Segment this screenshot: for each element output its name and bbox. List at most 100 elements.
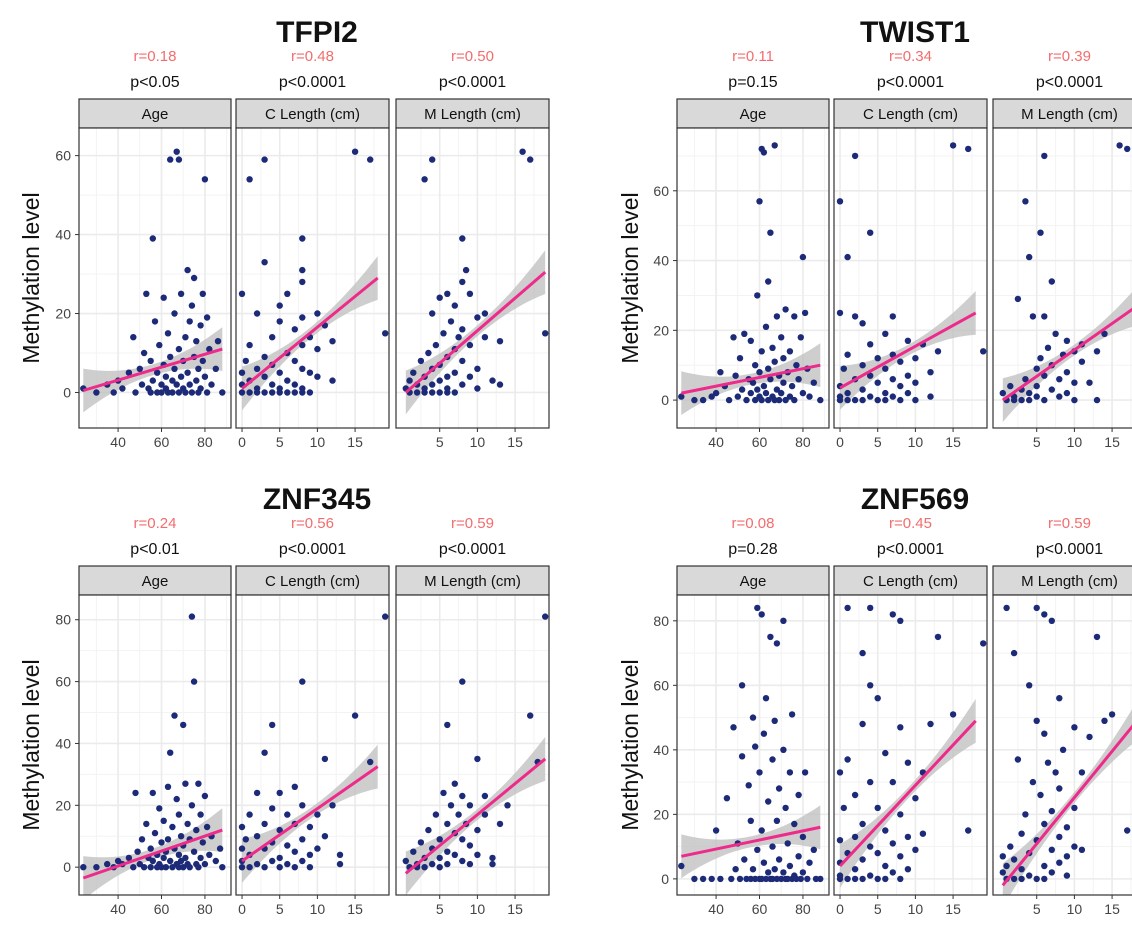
data-point	[760, 859, 768, 866]
data-point	[110, 389, 117, 396]
data-point	[177, 373, 185, 380]
facet-c-length: r=0.48 p<0.0001 C Length (cm) 0 5 10 15	[235, 48, 390, 450]
data-point	[143, 290, 150, 297]
data-point	[934, 348, 942, 355]
x-tick-label: 15	[1104, 901, 1120, 917]
data-point	[149, 235, 156, 242]
data-point	[844, 756, 851, 763]
data-point	[897, 617, 904, 624]
data-point	[1018, 396, 1025, 404]
data-point	[738, 753, 746, 760]
data-point	[734, 393, 741, 400]
data-point	[429, 381, 436, 388]
data-point	[246, 176, 253, 183]
data-point	[1056, 393, 1063, 400]
data-point	[784, 875, 791, 883]
data-point	[474, 826, 481, 834]
data-point	[284, 389, 291, 396]
data-point	[436, 854, 443, 862]
y-tick-label: 60	[653, 183, 669, 199]
data-point	[429, 389, 436, 396]
data-point	[1063, 872, 1071, 879]
x-tick-label: 5	[1033, 434, 1041, 450]
data-point	[786, 393, 794, 400]
data-point	[351, 148, 359, 155]
data-point	[459, 792, 466, 800]
data-point	[276, 369, 283, 376]
data-point	[417, 839, 425, 846]
data-point	[741, 330, 748, 337]
data-point	[171, 712, 178, 719]
data-point	[780, 379, 787, 386]
data-point	[678, 862, 685, 870]
data-point	[712, 827, 720, 834]
data-point	[321, 833, 329, 840]
data-point	[836, 837, 844, 844]
x-tick-label: 60	[752, 901, 768, 917]
x-tick-label: 40	[110, 434, 126, 450]
data-point	[406, 377, 413, 384]
y-tick-label: 80	[653, 613, 669, 629]
data-point	[1041, 730, 1048, 737]
data-point	[429, 156, 436, 163]
y-axis-title: Methylation level	[18, 192, 44, 363]
data-point	[367, 156, 374, 163]
data-point	[1086, 379, 1093, 386]
data-point	[466, 842, 474, 849]
data-point	[160, 854, 167, 862]
data-point	[432, 811, 440, 818]
data-point	[410, 848, 417, 855]
facet-age: r=0.11 p=0.15 Age 40 60 80 0 20 40 60	[653, 48, 830, 450]
data-point	[261, 259, 268, 266]
data-point	[882, 365, 889, 372]
facet-m-length: r=0.59 p<0.0001 M Length (cm) 5 10 15	[395, 515, 550, 917]
data-point	[164, 330, 172, 337]
panel-border	[78, 127, 232, 429]
data-point	[1010, 396, 1018, 404]
data-point	[1063, 389, 1071, 397]
data-point	[738, 682, 746, 689]
x-tick-label: 80	[197, 901, 213, 917]
y-tick-label: 20	[653, 806, 669, 822]
data-point	[799, 253, 807, 261]
facet-strip-label: Age	[142, 573, 169, 590]
data-point	[882, 875, 889, 883]
correlation-r-label: r=0.59	[1048, 515, 1091, 532]
data-point	[284, 377, 291, 384]
facet-strip	[833, 565, 988, 596]
data-point	[1010, 649, 1018, 657]
data-point	[284, 290, 291, 297]
data-point	[752, 743, 759, 750]
data-point	[859, 396, 866, 404]
data-point	[291, 389, 298, 396]
data-point	[1052, 769, 1059, 776]
y-axis-title: Methylation level	[617, 192, 643, 363]
data-point	[367, 758, 374, 766]
data-point	[1014, 295, 1022, 303]
data-point	[756, 198, 763, 205]
data-point	[817, 396, 824, 404]
data-point	[806, 393, 813, 400]
data-point	[699, 875, 707, 883]
data-point	[851, 866, 859, 873]
data-point	[203, 314, 211, 321]
panel-border	[235, 594, 390, 896]
data-point	[912, 795, 919, 802]
data-point	[291, 326, 298, 333]
panel-border	[395, 594, 550, 896]
data-point	[775, 785, 783, 792]
data-point	[840, 365, 847, 372]
data-point	[1063, 369, 1071, 376]
data-point	[736, 875, 744, 883]
data-point	[1014, 756, 1022, 763]
data-point	[246, 811, 253, 818]
facet-strip	[78, 98, 232, 129]
data-point	[193, 826, 200, 834]
data-point	[197, 811, 204, 818]
data-point	[238, 389, 246, 396]
data-point	[743, 396, 750, 404]
data-point	[771, 717, 778, 724]
y-tick-label: 20	[55, 306, 71, 322]
facet-c-length: r=0.56 p<0.0001 C Length (cm) 0 5 10 15	[235, 515, 390, 917]
data-point	[421, 389, 428, 396]
